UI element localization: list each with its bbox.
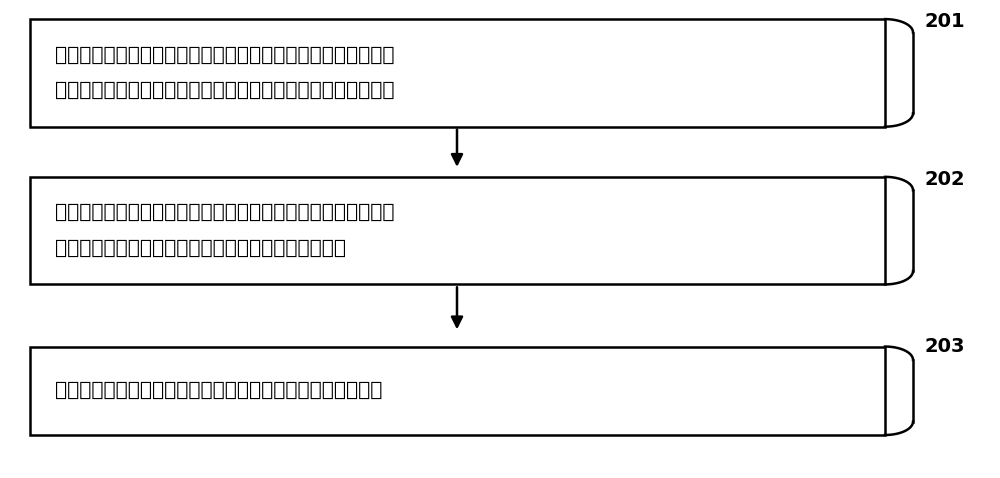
Bar xyxy=(30,19,885,127)
Text: 面的质量流速信号合成值获取温度传感器信号的补偿值: 面的质量流速信号合成值获取温度传感器信号的补偿值 xyxy=(55,239,346,258)
Text: 201: 201 xyxy=(925,12,966,31)
Text: 将所述温度传感器信号的补偿值作为温度传感器信号的输出值: 将所述温度传感器信号的补偿值作为温度传感器信号的输出值 xyxy=(55,381,382,400)
Bar xyxy=(30,177,885,284)
Text: 获取温度传感器的测量值、温度传感器的动态特性参数、温度传: 获取温度传感器的测量值、温度传感器的动态特性参数、温度传 xyxy=(55,45,394,65)
Text: 感器的信号合成值、温度传感器测量截面的质量流速信号合成值: 感器的信号合成值、温度传感器测量截面的质量流速信号合成值 xyxy=(55,81,394,100)
Bar xyxy=(30,347,885,435)
Text: 203: 203 xyxy=(925,337,966,356)
Text: 202: 202 xyxy=(925,170,966,189)
Text: 根据温度传感器的测量值、动态特性参数、信号合成值、测量截: 根据温度传感器的测量值、动态特性参数、信号合成值、测量截 xyxy=(55,203,394,222)
